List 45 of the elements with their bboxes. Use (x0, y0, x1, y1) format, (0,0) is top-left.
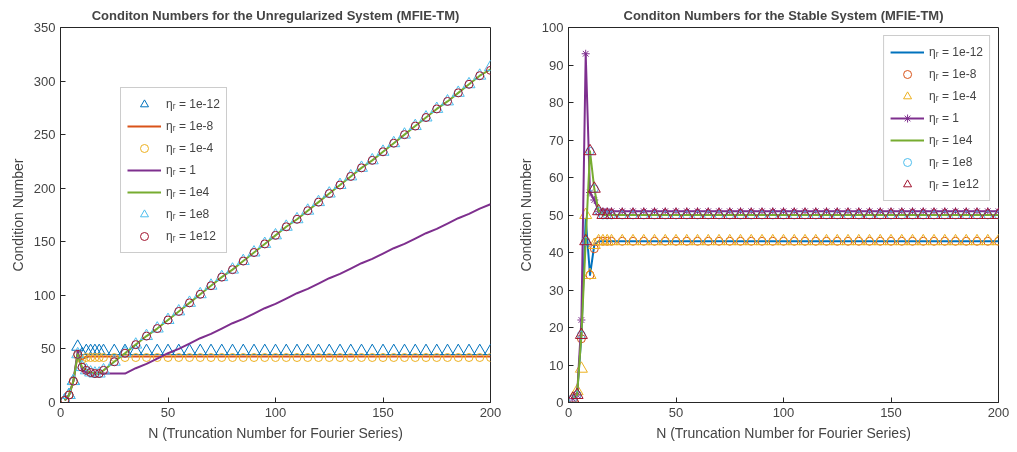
x-tick-label: 200 (479, 404, 502, 420)
y-tick-label: 250 (33, 127, 56, 143)
chart-title: Conditon Numbers for the Stable System (MFIE-TM) (623, 7, 944, 23)
legend-label: ηᵣ = 1e4 (166, 185, 210, 199)
x-axis-title: N (Truncation Number for Fourier Series) (656, 424, 911, 441)
x-axis-title: N (Truncation Number for Fourier Series) (148, 424, 403, 441)
y-tick-label: 90 (549, 57, 564, 73)
y-axis-title: Condition Number (517, 158, 534, 272)
y-tick-label: 40 (549, 245, 564, 260)
y-tick-label: 20 (549, 320, 564, 335)
x-tick-label: 50 (668, 404, 684, 420)
y-axis-title: Condition Number (9, 158, 26, 272)
y-tick-label: 100 (33, 287, 56, 303)
legend-label: ηᵣ = 1e-4 (929, 89, 977, 103)
x-tick-label: 100 (772, 404, 795, 420)
legend-label: ηᵣ = 1e-12 (166, 97, 220, 111)
y-tick-label: 350 (33, 20, 56, 35)
legend-label: ηᵣ = 1e12 (929, 177, 979, 191)
legend-label: ηᵣ = 1 (929, 111, 959, 125)
x-tick-label: 150 (372, 404, 394, 420)
x-tick-label: 150 (880, 404, 902, 420)
x-tick-label: 200 (987, 404, 1010, 420)
y-tick-label: 80 (549, 95, 564, 110)
legend-label: ηᵣ = 1e8 (166, 207, 210, 221)
y-tick-label: 60 (549, 170, 564, 185)
y-tick-label: 50 (549, 207, 564, 223)
legend-label: ηᵣ = 1e-8 (929, 67, 977, 81)
y-tick-label: 70 (549, 132, 564, 148)
y-tick-label: 10 (549, 357, 564, 373)
y-tick-label: 200 (33, 180, 56, 196)
legend-label: ηᵣ = 1 (166, 163, 196, 177)
legend-label: ηᵣ = 1e4 (929, 133, 973, 147)
legend-label: ηᵣ = 1e-12 (929, 45, 983, 59)
y-tick-label: 100 (541, 20, 564, 35)
x-tick-label: 100 (264, 404, 287, 420)
y-tick-label: 50 (41, 341, 56, 357)
y-tick-label: 300 (33, 73, 56, 89)
legend-label: ηᵣ = 1e12 (166, 229, 216, 243)
chart-title: Conditon Numbers for the Unregularized System (MFIE-TM) (91, 7, 460, 23)
x-tick-label: 50 (160, 404, 176, 420)
legend-label: ηᵣ = 1e8 (929, 155, 973, 169)
y-tick-label: 150 (33, 234, 56, 250)
y-tick-label: 30 (549, 282, 564, 298)
legend-label: ηᵣ = 1e-8 (166, 119, 214, 133)
legend-label: ηᵣ = 1e-4 (166, 141, 214, 155)
